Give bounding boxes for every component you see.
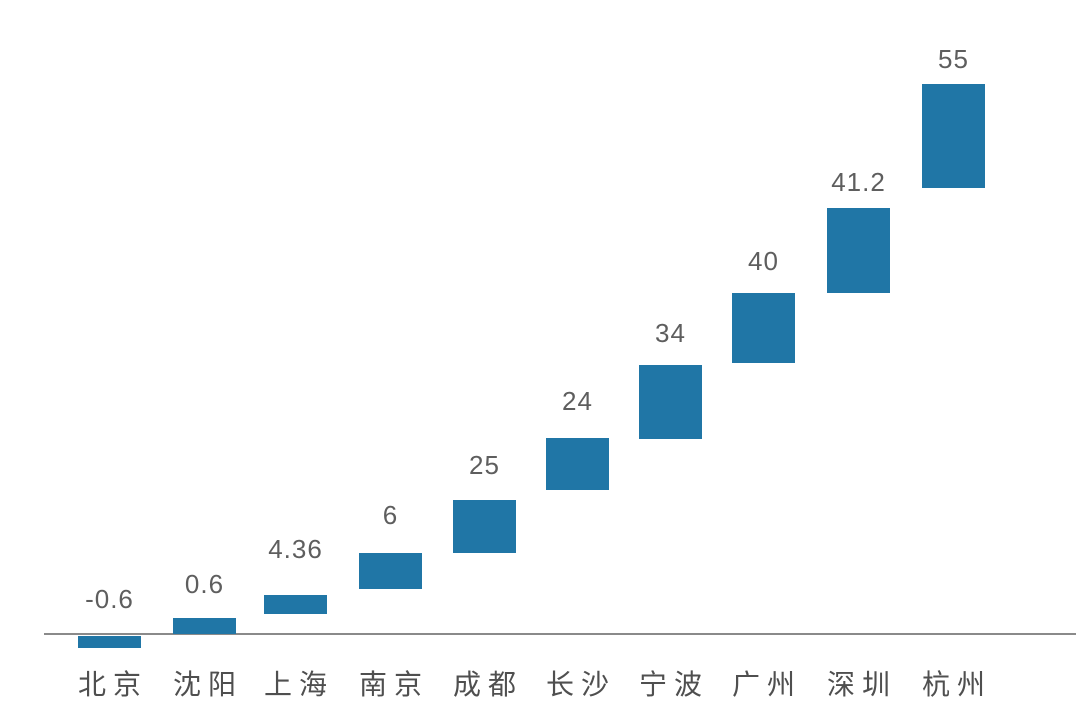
value-label-广州: 40: [748, 246, 779, 276]
bar-广州: [732, 293, 795, 363]
value-label-北京: -0.6: [85, 584, 134, 614]
x-axis-label-长沙: 长沙: [545, 669, 617, 700]
value-label-深圳: 41.2: [831, 167, 886, 197]
x-axis-label-北京: 北京: [77, 669, 149, 700]
x-axis-label-杭州: 杭州: [921, 669, 993, 700]
value-label-长沙: 24: [562, 386, 593, 416]
x-axis-label-南京: 南京: [358, 669, 430, 700]
value-label-宁波: 34: [655, 318, 686, 348]
x-axis-label-上海: 上海: [263, 669, 335, 700]
value-label-上海: 4.36: [268, 534, 323, 564]
value-label-杭州: 55: [938, 44, 969, 74]
x-axis-label-成都: 成都: [452, 669, 524, 700]
x-axis-line: [44, 633, 1076, 635]
bar-沈阳: [173, 618, 236, 634]
bar-深圳: [827, 208, 890, 293]
value-label-沈阳: 0.6: [184, 569, 225, 599]
x-axis-label-广州: 广州: [731, 669, 803, 700]
bar-杭州: [922, 84, 985, 188]
x-axis-label-沈阳: 沈阳: [172, 669, 244, 700]
bar-上海: [264, 595, 327, 614]
x-axis-label-宁波: 宁波: [638, 669, 710, 700]
bar-北京: [78, 636, 141, 648]
bar-成都: [453, 500, 516, 553]
bar-长沙: [546, 438, 609, 490]
bar-宁波: [639, 365, 702, 439]
value-label-南京: 6: [382, 500, 399, 530]
value-label-成都: 25: [469, 450, 500, 480]
x-axis-label-深圳: 深圳: [826, 669, 898, 700]
bar-南京: [359, 553, 422, 589]
